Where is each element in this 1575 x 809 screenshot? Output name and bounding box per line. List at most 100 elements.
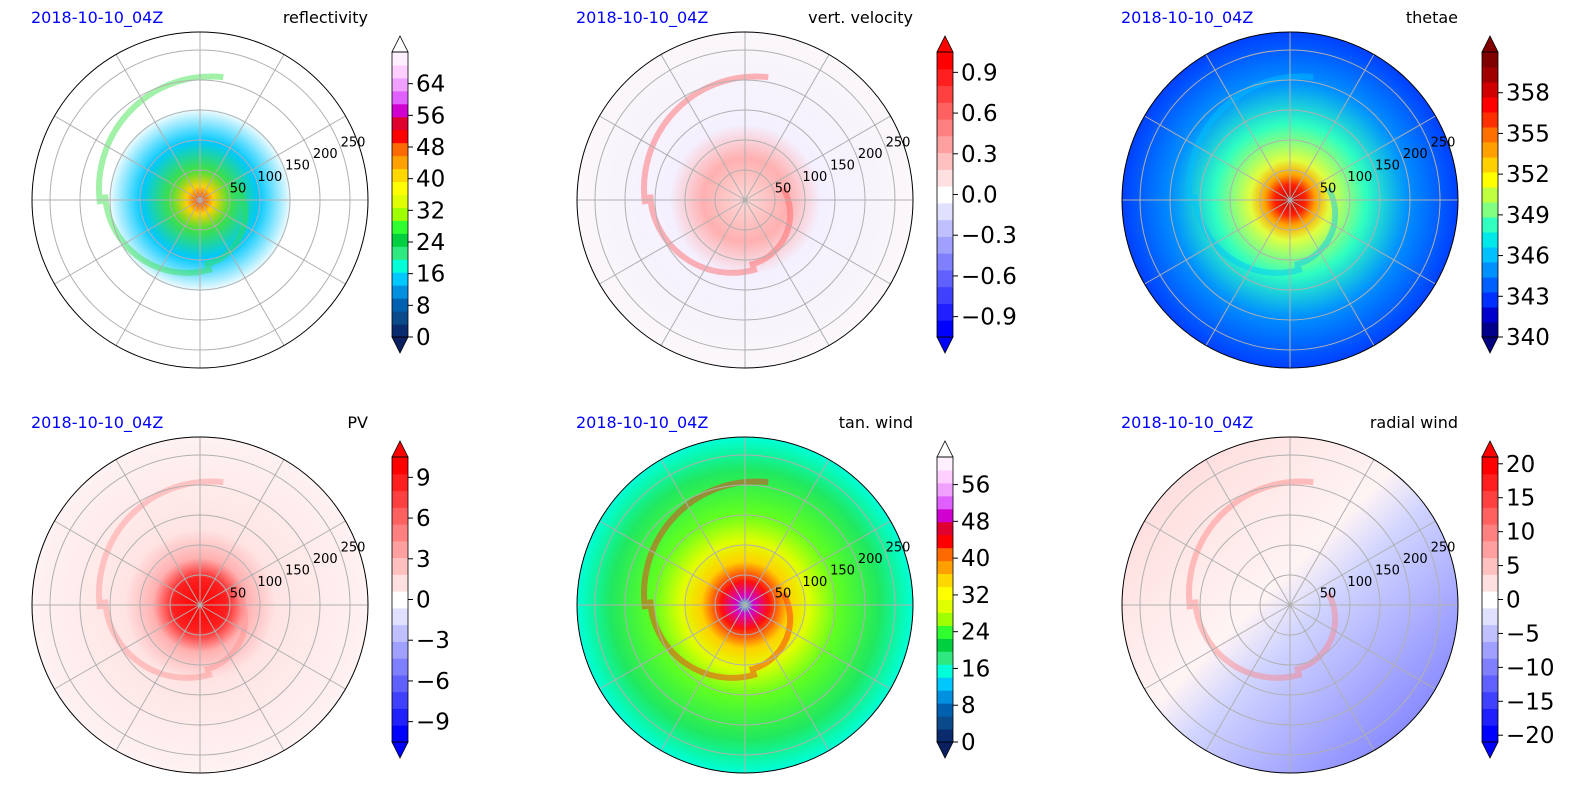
grid-spoke	[115, 604, 201, 751]
colorbar-tick-label: 16	[961, 656, 990, 682]
grid-spoke	[1205, 199, 1291, 346]
colorbar-bin	[937, 219, 953, 237]
colorbar-bin	[1482, 708, 1498, 726]
panel-title: tan. wind	[839, 413, 913, 432]
colorbar-tick-label: −15	[1506, 689, 1555, 715]
colorbar-bin	[937, 612, 953, 626]
colorbar-extend-high	[936, 35, 954, 53]
colorbar-bin	[392, 103, 408, 118]
colorbar-bin	[392, 641, 408, 659]
radial-label: 200	[313, 552, 338, 567]
colorbar-bin	[1482, 277, 1498, 293]
colorbar-bin	[1482, 247, 1498, 263]
colorbar-tick-label: 56	[961, 473, 990, 499]
colorbar-extend-low	[936, 741, 954, 759]
rainband-arc	[102, 599, 213, 681]
radial-label: 150	[285, 159, 310, 174]
grid-spoke	[1205, 604, 1291, 751]
radial-label: 150	[285, 564, 310, 579]
colorbar-bin	[1482, 607, 1498, 626]
grid-spoke	[199, 54, 285, 201]
colorbar-tick-label: 6	[416, 506, 431, 532]
plot-outline	[1121, 436, 1459, 774]
colorbar-bin	[392, 324, 408, 338]
colorbar-bin	[1482, 202, 1498, 218]
date-label: 2018-10-10_04Z	[31, 413, 163, 433]
radial-label: 50	[1320, 587, 1337, 602]
grid-spoke	[1289, 115, 1436, 201]
colorbar-bin	[937, 119, 953, 137]
grid-spoke	[1289, 604, 1375, 751]
colorbar-bin	[392, 658, 408, 676]
colorbar-bin	[1482, 157, 1498, 173]
panel-title: thetae	[1406, 8, 1458, 27]
rainband-arc	[95, 478, 224, 610]
rainband-arc	[95, 73, 224, 205]
grid-spoke	[54, 199, 201, 285]
colorbar-bin	[937, 269, 953, 288]
grid-spoke	[660, 459, 746, 606]
colorbar-tick-label: −3	[416, 628, 450, 654]
colorbar-bin	[1482, 624, 1498, 642]
colorbar-bin	[937, 729, 953, 743]
colorbar-tick-label: 0.6	[961, 101, 998, 127]
colorbar-bin	[937, 599, 953, 613]
grid-spoke	[54, 604, 201, 690]
grid-spoke	[199, 459, 285, 606]
colorbar-bin	[937, 202, 953, 221]
colorbar-frame	[391, 51, 409, 338]
grid-spoke	[199, 604, 346, 690]
colorbar-bin	[392, 285, 408, 299]
radial-label: 50	[775, 587, 792, 602]
grid-spoke	[1205, 54, 1291, 201]
radial-label: 100	[802, 170, 827, 185]
colorbar-bin	[937, 85, 953, 103]
colorbar-tick-label: 9	[416, 465, 431, 491]
grid-spoke	[744, 115, 891, 201]
rainband-arc	[102, 194, 213, 276]
colorbar-bin	[937, 169, 953, 187]
colorbar-tick-label: 340	[1506, 325, 1550, 351]
rainband-arc	[1192, 194, 1303, 276]
grid-spoke	[115, 54, 201, 201]
colorbar-bin	[392, 52, 408, 66]
rainband-arc	[1186, 478, 1314, 610]
colorbar-bin	[392, 207, 408, 221]
colorbar-bin	[1482, 52, 1498, 68]
colorbar-bin	[1482, 507, 1498, 525]
grid-spoke	[1144, 115, 1291, 201]
colorbar-extend-low	[936, 336, 954, 354]
grid-spoke	[199, 199, 346, 285]
colorbar-bin	[392, 507, 408, 525]
plot-outline	[576, 436, 914, 774]
grid-spoke	[115, 459, 201, 606]
colorbar-bin	[1482, 127, 1498, 143]
colorbar: 358 355 352 349 346 343 340	[1481, 35, 1550, 354]
grid-spoke	[54, 115, 201, 201]
colorbar: 20 15 10 5 0 −5 −10 −15 −20	[1481, 440, 1555, 759]
colorbar-bin	[937, 253, 953, 271]
colorbar-bin	[1482, 142, 1498, 158]
colorbar-bin	[937, 664, 953, 678]
radial-label: 100	[257, 575, 282, 590]
colorbar-extend-low	[391, 741, 409, 759]
radial-label: 250	[341, 541, 366, 556]
radial-label: 200	[858, 552, 883, 567]
date-label: 2018-10-10_04Z	[576, 8, 708, 28]
colorbar-extend-low	[1481, 741, 1499, 759]
colorbar-bin	[937, 716, 953, 730]
colorbar-tick-label: 24	[961, 620, 990, 646]
colorbar-tick-label: 48	[961, 509, 990, 535]
colorbar-bin	[1482, 490, 1498, 508]
colorbar-tick-label: 32	[961, 583, 990, 609]
grid-spoke	[199, 115, 346, 201]
colorbar: 0 8 16 24 32 40 48 56 64	[391, 35, 445, 354]
radial-label: 150	[830, 564, 855, 579]
colorbar-bin	[1482, 322, 1498, 338]
colorbar-bin	[392, 311, 408, 325]
colorbar-bin	[937, 677, 953, 691]
colorbar-bin	[392, 708, 408, 726]
colorbar-bin	[937, 495, 953, 510]
colorbar-bin	[392, 607, 408, 626]
